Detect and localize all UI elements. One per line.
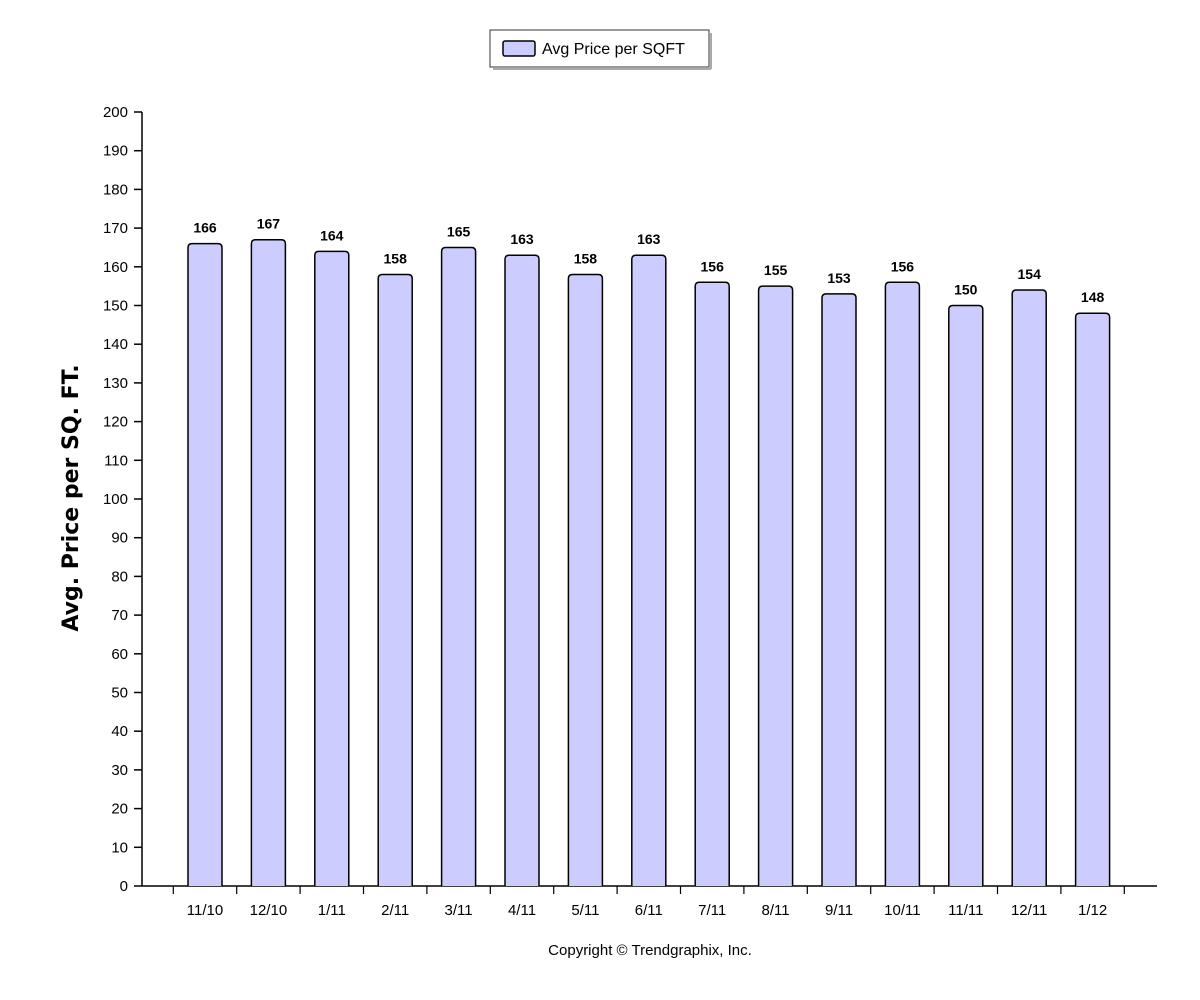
bar-10-11 <box>884 281 921 886</box>
x-tick-label: 9/11 <box>825 902 853 919</box>
bar-value-label: 163 <box>510 231 534 247</box>
bar-value-label: 167 <box>257 216 281 232</box>
bar-value-label: 158 <box>574 251 598 267</box>
y-tick-label: 110 <box>104 452 128 469</box>
x-tick-label: 12/10 <box>250 902 288 919</box>
x-tick-label: 11/11 <box>948 902 983 919</box>
x-tick-label: 8/11 <box>762 902 790 919</box>
x-axis-ticks: 11/10 12/10 1/11 2/11 3/11 4/11 5/11 6/11 7/11 8/… <box>172 886 1125 919</box>
y-axis-ticks: 0 10 20 30 40 50 60 70 80 90 100 110 120 130 140 150 160… <box>103 104 142 895</box>
y-tick-label: 30 <box>111 762 128 779</box>
bar-value-label: 158 <box>384 251 408 267</box>
bar-value-label: 148 <box>1081 289 1105 305</box>
bar-4-11 <box>504 254 540 886</box>
x-tick-label: 3/11 <box>445 902 473 919</box>
y-tick-label: 180 <box>103 181 128 198</box>
bar-value-label: 150 <box>954 282 978 298</box>
y-tick-label: 190 <box>103 143 128 160</box>
bar-value-label: 156 <box>891 258 915 274</box>
x-tick-label: 4/11 <box>508 902 536 919</box>
bar-12-11 <box>1011 289 1047 886</box>
y-tick-label: 90 <box>111 530 128 547</box>
bar-12-10 <box>250 238 287 886</box>
bar-6-11 <box>631 254 667 886</box>
y-tick-label: 50 <box>111 685 128 702</box>
x-tick-label: 5/11 <box>571 902 599 919</box>
y-tick-label: 130 <box>103 375 128 392</box>
x-tick-label: 1/12 <box>1078 902 1107 919</box>
bar-value-label: 164 <box>320 227 344 243</box>
x-tick-label: 12/11 <box>1011 902 1047 919</box>
x-tick-label: 1/11 <box>318 902 346 919</box>
bars <box>187 238 1111 886</box>
x-tick-label: 11/10 <box>187 902 223 919</box>
bar-8-11 <box>757 285 794 886</box>
bar-value-label: 154 <box>1018 266 1042 282</box>
y-tick-label: 40 <box>111 723 128 740</box>
legend: Avg Price per SQFT <box>489 29 712 70</box>
y-tick-label: 150 <box>103 298 128 315</box>
y-tick-label: 20 <box>111 801 128 818</box>
y-tick-label: 60 <box>111 646 128 663</box>
bar-value-label: 163 <box>637 231 661 247</box>
bar-3-11 <box>440 246 477 886</box>
bar-2-11 <box>377 273 413 886</box>
bar-11-11 <box>948 304 984 886</box>
bar-5-11 <box>567 273 604 886</box>
bar-value-label: 165 <box>447 223 471 239</box>
x-tick-label: 2/11 <box>381 902 409 919</box>
bar-value-label: 155 <box>764 262 788 278</box>
bar-value-label: 153 <box>827 270 851 286</box>
bar-1-11 <box>314 250 350 886</box>
value-labels: 166 167 164 158 165 163 158 163 156 155 153 156 150 1… <box>193 216 1104 306</box>
bar-9-11 <box>821 293 857 886</box>
x-tick-label: 6/11 <box>635 902 663 919</box>
legend-swatch <box>502 40 536 57</box>
y-axis-label: Avg. Price per SQ. FT. <box>59 364 84 631</box>
copyright-text: Copyright © Trendgraphix, Inc. <box>548 942 752 959</box>
x-tick-label: 7/11 <box>698 902 726 919</box>
y-tick-label: 70 <box>111 607 128 624</box>
bar-11-10 <box>187 242 223 886</box>
y-tick-label: 80 <box>111 568 128 585</box>
x-tick-label: 10/11 <box>884 902 920 919</box>
y-tick-label: 120 <box>103 414 128 431</box>
bar-1-12 <box>1074 312 1111 886</box>
legend-label: Avg Price per SQFT <box>542 41 685 58</box>
y-tick-label: 200 <box>103 104 128 121</box>
bar-7-11 <box>694 281 730 886</box>
y-tick-label: 160 <box>103 259 128 276</box>
y-tick-label: 0 <box>120 878 128 895</box>
y-tick-label: 10 <box>111 839 128 856</box>
y-tick-label: 140 <box>103 336 128 353</box>
bar-value-label: 166 <box>193 220 217 236</box>
bar-value-label: 156 <box>701 258 725 274</box>
y-tick-label: 100 <box>103 491 128 508</box>
y-tick-label: 170 <box>103 220 128 237</box>
